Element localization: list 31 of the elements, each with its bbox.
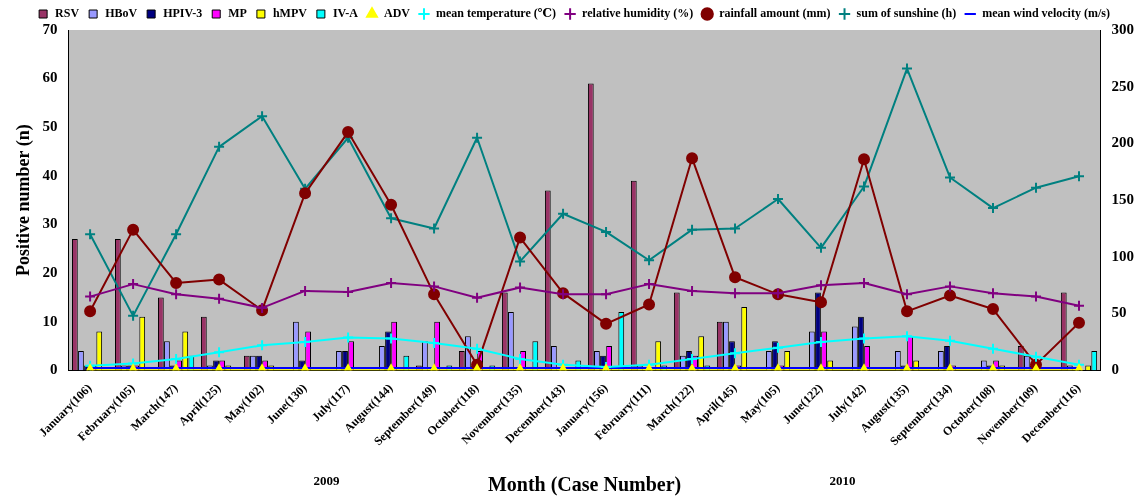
legend-label: ADV: [383, 6, 411, 21]
y2-tick-label: 50: [1111, 304, 1127, 321]
text: 2009: [313, 473, 341, 489]
y-tick-label: 10: [42, 312, 58, 329]
y2-tick-label: 0: [1111, 361, 1119, 378]
legend-label: IV-A: [332, 6, 359, 21]
legend-label: RSV: [55, 6, 80, 21]
y2-tick-label: 150: [1111, 191, 1134, 208]
legend-label: relative humidity (%): [582, 6, 694, 21]
y-axis-title: Positive number (n): [13, 124, 35, 276]
y2-tick-label: 200: [1111, 134, 1134, 151]
y-tick-label: 70: [42, 20, 58, 37]
y2-tick-label: 100: [1111, 247, 1134, 264]
y-tick-label: 30: [42, 215, 58, 232]
legend-label: sum of sunshine (h): [856, 6, 957, 21]
legend-label: hMPV: [272, 6, 308, 21]
y2-tick-label: 250: [1111, 77, 1134, 94]
y-tick-label: 0: [50, 361, 58, 378]
x-axis-title: Month (Case Number): [487, 473, 682, 497]
legend-label: HBoV: [105, 6, 138, 21]
legend-label: mean wind velocity (m/s): [982, 6, 1110, 21]
legend-label: rainfall amount (mm): [719, 6, 831, 21]
y2-tick-label: 300: [1111, 20, 1134, 37]
text: 2010: [829, 473, 856, 489]
y-tick-label: 40: [42, 166, 58, 183]
legend-label: mean temperature (℃): [435, 6, 557, 21]
y-tick-label: 20: [42, 263, 58, 280]
legend-label: MP: [228, 6, 247, 21]
y-tick-label: 60: [42, 69, 58, 86]
legend-label: HPIV-3: [163, 6, 203, 21]
y-tick-label: 50: [42, 118, 58, 135]
